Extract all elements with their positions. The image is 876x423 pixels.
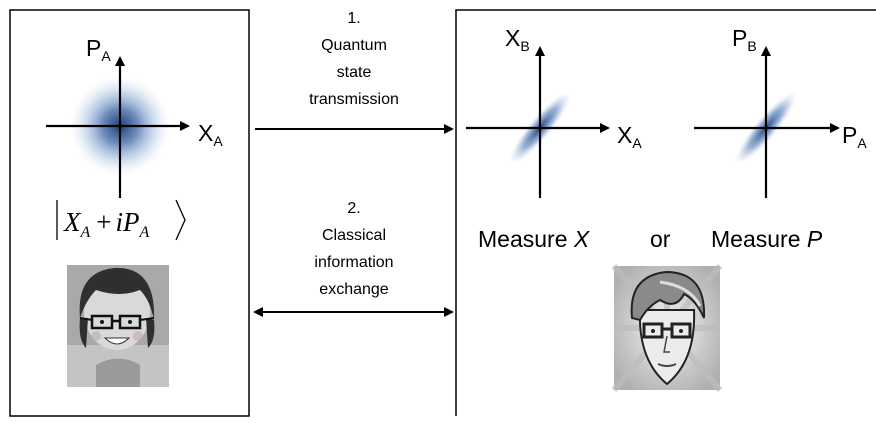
svg-text:Classical: Classical (322, 227, 386, 244)
ket-p-sub: A (139, 224, 150, 241)
alice-state-ket: XA + iPA (56, 199, 186, 241)
bob-avatar (611, 264, 723, 392)
svg-text:Quantum: Quantum (321, 37, 387, 54)
ket-plus: + (96, 207, 111, 237)
bob-p-axis-label-horizontal: PA (842, 122, 867, 151)
bob-panel (455, 9, 876, 416)
svg-text:transmission: transmission (309, 91, 399, 108)
bob-x-axis-label-horizontal: XA (617, 122, 642, 151)
alice-axis-label-x: XA (198, 120, 223, 149)
ket-p: P (122, 207, 140, 237)
ket-i: i (116, 207, 124, 237)
svg-text:state: state (337, 64, 372, 81)
alice-avatar (67, 265, 169, 387)
svg-text:exchange: exchange (319, 281, 388, 298)
svg-text:1.: 1. (347, 10, 360, 27)
or-label: or (650, 226, 671, 252)
alice-panel (9, 9, 250, 417)
measure-p-label: Measure P (711, 226, 823, 252)
measure-x-label: Measure X (478, 226, 591, 252)
step2-label: 2. Classical information exchange (314, 200, 393, 298)
alice-phase-space: PA XA (46, 35, 223, 198)
bob-p-axis-label-vertical: PB (732, 25, 757, 54)
bob-plot-p: PB PA (694, 25, 867, 198)
svg-text:2.: 2. (347, 200, 360, 217)
step1-label: 1. Quantum state transmission (309, 10, 399, 108)
bob-plot-x: XB XA (466, 25, 642, 198)
svg-text:information: information (314, 254, 393, 271)
alice-axis-label-p: PA (86, 35, 111, 64)
bob-x-axis-label-vertical: XB (505, 25, 530, 54)
ket-x: X (63, 207, 82, 237)
ket-x-sub: A (80, 224, 91, 241)
ket-angle (175, 199, 186, 241)
svg-text:XA+iPA: XA + iPA (63, 207, 150, 241)
